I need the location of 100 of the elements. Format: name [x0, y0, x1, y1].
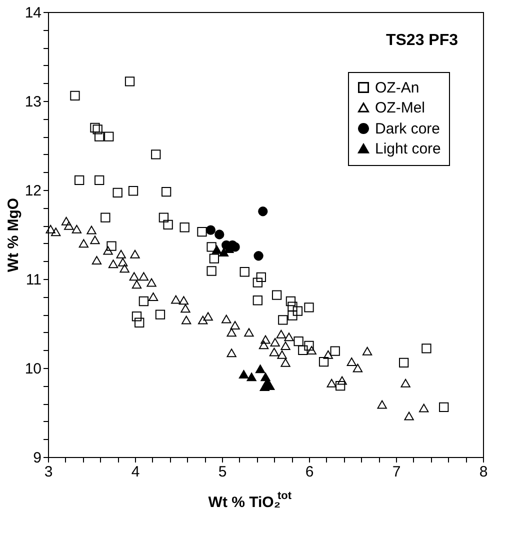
point: [222, 314, 232, 324]
point: [128, 186, 138, 196]
point: [330, 346, 340, 356]
point: [86, 226, 96, 234]
point: [255, 364, 266, 374]
point: [404, 412, 414, 420]
y-tick-label: 9: [33, 450, 42, 466]
point: [90, 122, 100, 133]
point: [278, 315, 288, 325]
point: [280, 342, 290, 350]
point: [163, 220, 173, 230]
point: [129, 272, 139, 281]
point: [100, 212, 110, 222]
point: [180, 222, 190, 232]
point: [92, 256, 102, 265]
point: [337, 376, 347, 385]
point: [326, 378, 336, 388]
point: [134, 318, 144, 328]
point: [206, 242, 216, 252]
point: [138, 296, 149, 306]
point: [209, 254, 219, 264]
point: [346, 358, 356, 366]
point: [272, 290, 282, 300]
point: [335, 380, 346, 391]
point: [151, 150, 161, 160]
point: [112, 188, 122, 198]
point: [304, 302, 314, 312]
point: [90, 236, 100, 244]
point: [124, 76, 135, 86]
point: [399, 358, 409, 368]
point: [284, 332, 294, 342]
point: [118, 258, 128, 266]
point: [132, 280, 142, 289]
point: [292, 306, 303, 316]
point: [180, 304, 190, 313]
point: [439, 402, 449, 412]
point: [178, 296, 189, 305]
point: [244, 328, 254, 337]
point: [72, 224, 82, 234]
point: [280, 358, 290, 367]
point: [203, 312, 213, 321]
point: [240, 267, 250, 277]
point: [304, 340, 314, 351]
point: [78, 239, 88, 248]
point: [212, 245, 222, 254]
point: [318, 356, 329, 367]
point: [104, 132, 114, 142]
point: [238, 370, 249, 378]
point: [254, 251, 264, 261]
point: [130, 250, 140, 258]
legend-label: OZ-Mel: [375, 100, 425, 116]
point: [260, 335, 270, 344]
x-tick-label: 4: [131, 464, 140, 480]
point: [198, 316, 208, 324]
point: [158, 212, 169, 222]
point: [70, 90, 80, 100]
point: [171, 295, 181, 304]
x-tick-label: 6: [305, 464, 314, 480]
point: [288, 302, 298, 312]
point: [377, 400, 387, 409]
point: [258, 340, 269, 350]
legend-label: Light core: [375, 140, 441, 158]
point: [260, 382, 270, 391]
point: [252, 296, 262, 306]
point: [294, 336, 304, 346]
x-tick-label: 7: [392, 464, 401, 480]
point: [197, 227, 207, 237]
point: [323, 350, 333, 359]
point: [108, 260, 118, 268]
y-tick-label: 12: [24, 182, 42, 200]
point: [120, 264, 130, 273]
point: [218, 248, 229, 257]
x-tick-label: 8: [479, 464, 488, 480]
point: [155, 310, 166, 320]
point: [51, 228, 61, 236]
point: [269, 348, 280, 356]
point: [138, 272, 149, 281]
point: [226, 328, 236, 337]
point: [94, 175, 104, 186]
point: [74, 175, 84, 186]
point: [61, 216, 72, 226]
point: [92, 124, 102, 134]
point: [116, 250, 126, 258]
y-tick-label: 10: [24, 360, 42, 378]
legend-label: Dark core: [375, 120, 440, 138]
point: [146, 278, 156, 287]
point: [298, 345, 308, 356]
y-tick-label: 11: [26, 272, 42, 288]
x-tick-label: 3: [44, 464, 53, 480]
point: [419, 404, 429, 412]
y-tick-label: 13: [24, 94, 42, 110]
point: [252, 278, 262, 288]
point: [214, 230, 224, 240]
x-tick-label: 5: [218, 464, 227, 480]
point: [352, 364, 363, 372]
point: [256, 272, 266, 282]
y-tick-label: 14: [24, 4, 42, 22]
point: [400, 378, 410, 388]
annotation: TS23 PF3: [386, 32, 458, 49]
point: [276, 330, 286, 338]
